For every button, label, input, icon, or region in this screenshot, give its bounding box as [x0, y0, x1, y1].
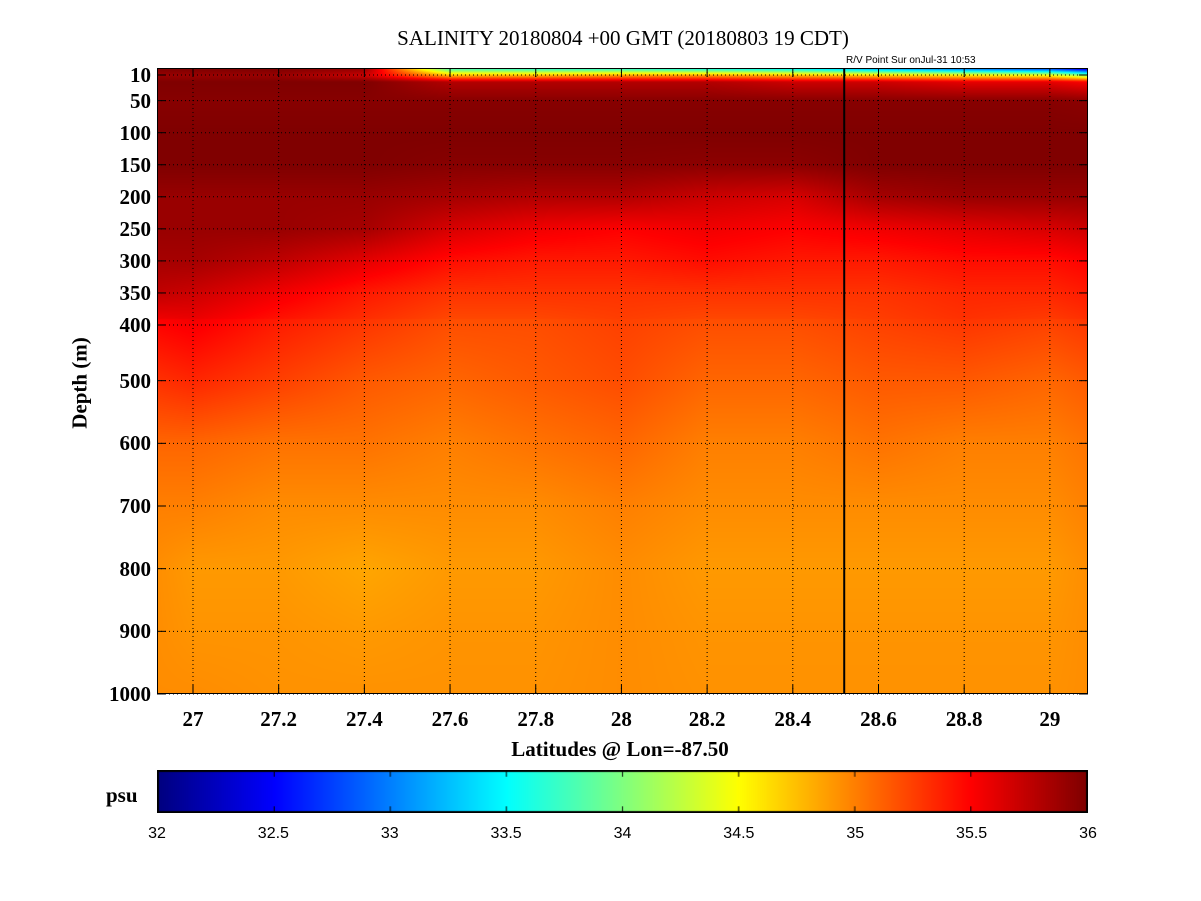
y-tick-label: 200	[119, 184, 152, 209]
colorbar-tick-label: 33	[380, 825, 399, 842]
y-tick-label: 150	[119, 152, 152, 177]
x-tick-label: 29	[1039, 707, 1061, 731]
colorbar-tick-label: 34.5	[723, 825, 755, 842]
colorbar-tick-label: 32	[148, 825, 166, 842]
colorbar	[157, 770, 1088, 813]
x-tick-label: 27.8	[517, 707, 555, 731]
y-tick-label: 800	[119, 556, 152, 581]
x-axis-label: Latitudes @ Lon=-87.50	[511, 737, 729, 761]
chart-title: SALINITY 20180804 +00 GMT (20180803 19 C…	[397, 26, 849, 50]
y-tick-label: 700	[119, 494, 152, 518]
colorbar-tick-label: 33.5	[490, 825, 522, 842]
colorbar-label: psu	[106, 783, 138, 807]
plot-area	[157, 68, 1088, 695]
plot-overlay	[157, 68, 1088, 695]
y-tick-label: 600	[119, 431, 152, 456]
y-tick-label: 900	[119, 619, 152, 644]
colorbar-tick-label: 34	[613, 825, 632, 842]
source-annotation: R/V Point Sur onJul-31 10:53	[846, 55, 976, 66]
colorbar-tick-label: 35.5	[956, 825, 988, 842]
y-tick-label: 50	[130, 88, 151, 113]
y-tick-label: 1000	[109, 682, 151, 706]
y-tick-label: 500	[119, 368, 152, 393]
colorbar-tick-label: 36	[1079, 825, 1097, 842]
y-tick-label: 300	[119, 248, 152, 273]
x-tick-label: 27.4	[345, 707, 383, 731]
y-tick-label: 10	[130, 63, 151, 87]
x-tick-label: 27.2	[260, 707, 298, 731]
x-tick-label: 27.6	[431, 707, 469, 731]
y-axis-label: Depth (m)	[67, 337, 92, 429]
x-tick-label: 28.4	[774, 707, 812, 731]
x-tick-label: 28.6	[860, 707, 897, 731]
y-tick-label: 350	[119, 280, 152, 305]
salinity-heatmap	[157, 68, 1088, 694]
x-tick-label: 28	[610, 707, 632, 731]
colorbar-tick-label: 35	[846, 825, 865, 842]
x-tick-label: 28.2	[688, 707, 726, 731]
x-tick-label: 28.8	[945, 707, 983, 731]
y-tick-label: 250	[119, 216, 152, 241]
plot-border	[157, 68, 1088, 694]
colorbar-tick-label: 32.5	[257, 825, 289, 842]
x-tick-label: 27	[182, 707, 204, 731]
y-tick-label: 100	[119, 120, 152, 145]
y-tick-label: 400	[119, 313, 152, 337]
